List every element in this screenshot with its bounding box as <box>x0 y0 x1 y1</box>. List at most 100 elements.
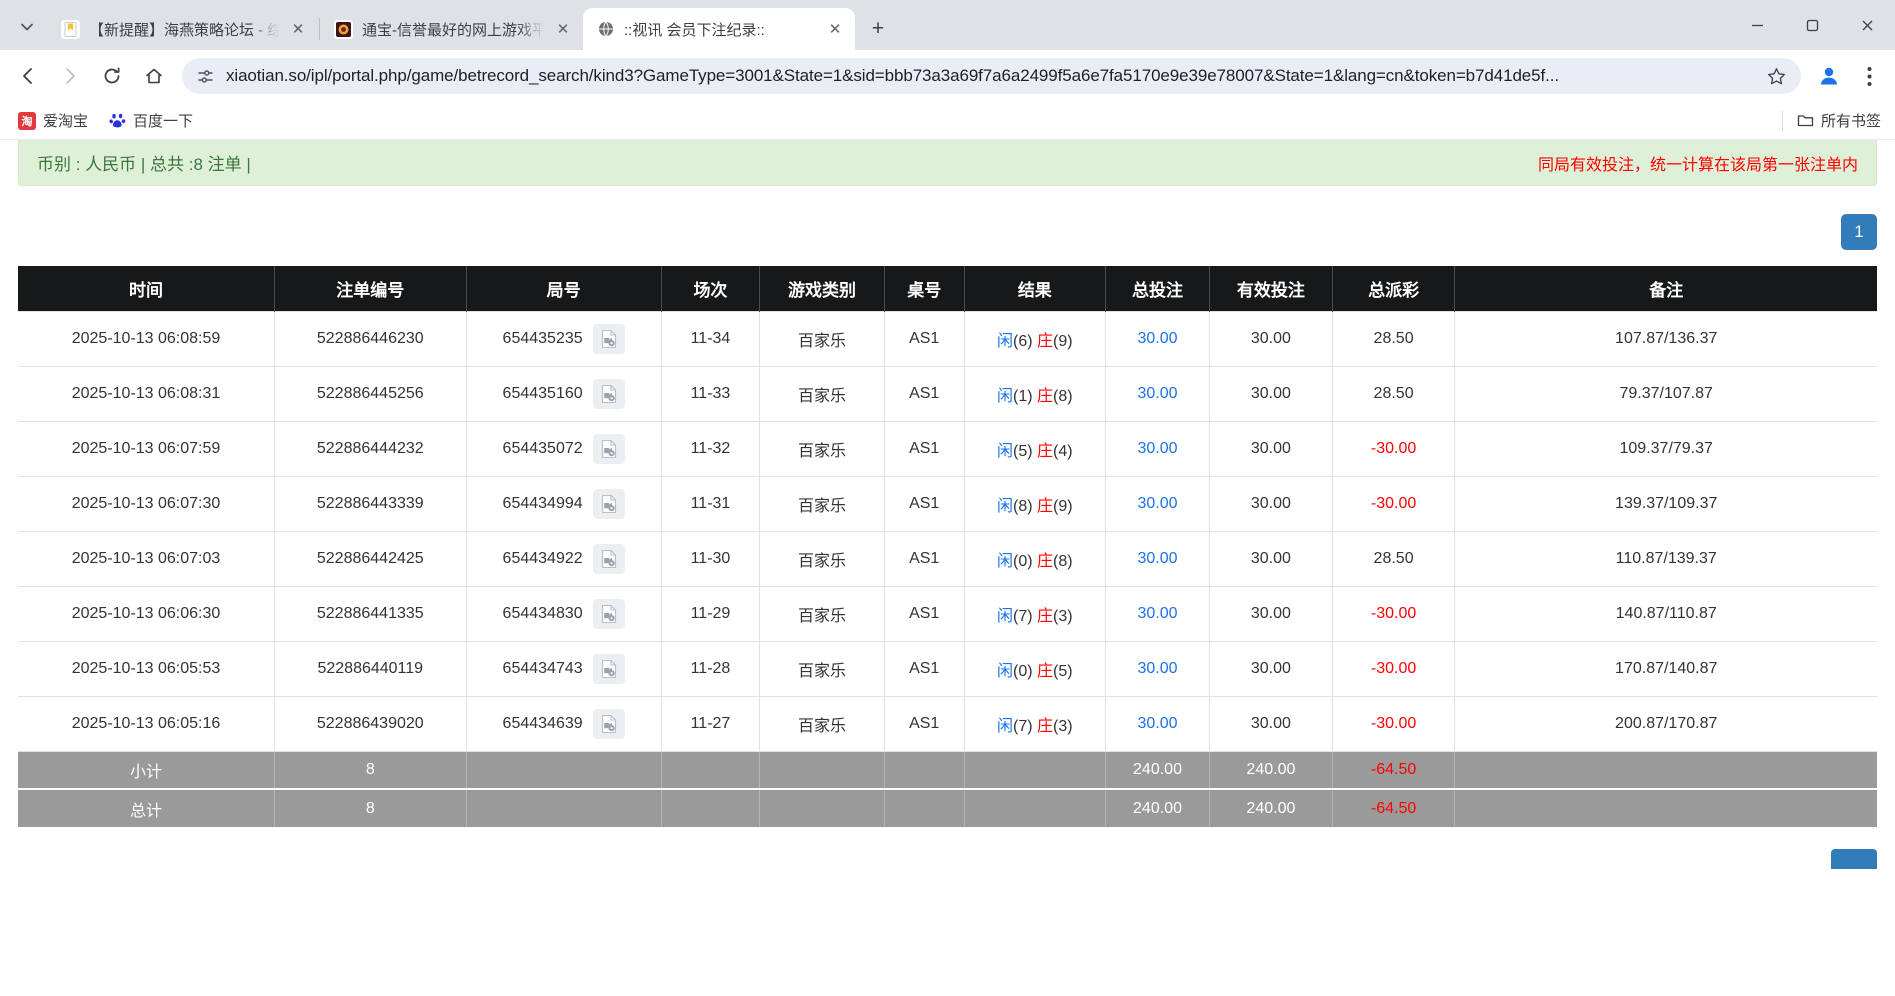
cell-bet-no: 522886446230 <box>274 310 467 367</box>
cell-result: 闲(8) 庄(9) <box>964 476 1106 532</box>
cell-game-type: 百家乐 <box>759 476 885 532</box>
address-bar[interactable]: xiaotian.so/ipl/portal.php/game/betrecor… <box>182 58 1801 94</box>
summary-blank <box>884 789 965 827</box>
currency-notice-text: 币别 : 人民币 | 总共 :8 注单 | <box>37 155 251 174</box>
table-body: 2025-10-13 06:08:59 522886446230 654435235… <box>18 310 1877 752</box>
bookmark-star-icon[interactable] <box>1765 67 1787 86</box>
new-tab-button[interactable]: + <box>871 17 885 40</box>
summary-row: 总计 8 240.00 240.00 -64.50 <box>18 789 1877 827</box>
maximize-button[interactable] <box>1785 0 1840 50</box>
summary-valid-bet: 240.00 <box>1209 789 1333 827</box>
cell-payout: -30.00 <box>1332 696 1456 752</box>
folder-icon <box>1797 115 1814 127</box>
chrome-menu-icon[interactable] <box>1851 56 1887 96</box>
cell-total-bet: 30.00 <box>1105 531 1211 587</box>
cell-remark: 140.87/110.87 <box>1454 586 1877 642</box>
cell-session: 11-28 <box>661 641 761 697</box>
browser-tab-1-close-icon[interactable]: ✕ <box>291 21 305 38</box>
cell-valid-bet: 30.00 <box>1209 476 1333 532</box>
cell-total-bet: 30.00 <box>1105 310 1211 367</box>
browser-toolbar: xiaotian.so/ipl/portal.php/game/betrecor… <box>0 50 1895 102</box>
bookmark-item-baidu[interactable]: 百度一下 <box>100 105 201 136</box>
browser-tab-2-close-icon[interactable]: ✕ <box>556 21 570 38</box>
bookmark-item-taobao-label: 爱淘宝 <box>43 113 89 130</box>
video-replay-icon[interactable] <box>592 378 625 409</box>
cell-time: 2025-10-13 06:06:30 <box>18 586 276 642</box>
close-window-button[interactable] <box>1840 0 1895 50</box>
cell-total-bet: 30.00 <box>1105 421 1211 477</box>
cell-result: 闲(1) 庄(8) <box>964 366 1106 422</box>
bottom-action-area <box>18 827 1877 869</box>
browser-tab-2-title: 通宝-信誉最好的网上游戏平台 <box>362 21 544 39</box>
cell-round-no: 654435160 <box>466 366 662 422</box>
video-replay-icon[interactable] <box>592 543 625 574</box>
summary-blank <box>466 751 662 790</box>
cell-payout: 28.50 <box>1332 366 1456 422</box>
cell-valid-bet: 30.00 <box>1209 366 1333 422</box>
bet-records-table: 时间 注单编号 局号 场次 游戏类别 桌号 结果 总投注 有效投注 总派彩 备注… <box>18 266 1877 827</box>
forward-icon[interactable] <box>50 56 90 96</box>
cell-total-bet: 30.00 <box>1105 366 1211 422</box>
video-replay-icon[interactable] <box>592 323 625 354</box>
cell-round-no: 654434922 <box>466 531 662 587</box>
video-replay-icon[interactable] <box>592 488 625 519</box>
summary-blank <box>661 789 761 827</box>
browser-tab-2[interactable]: 通宝-信誉最好的网上游戏平台 ✕ <box>321 8 583 50</box>
cell-session: 11-33 <box>661 366 761 422</box>
cell-remark: 200.87/170.87 <box>1454 696 1877 752</box>
all-bookmarks-button[interactable]: 所有书签 <box>1791 105 1887 136</box>
cell-round-no: 654434639 <box>466 696 662 752</box>
reload-icon[interactable] <box>92 56 132 96</box>
cell-payout: 28.50 <box>1332 310 1456 367</box>
summary-row: 小计 8 240.00 240.00 -64.50 <box>18 751 1877 790</box>
cell-remark: 139.37/109.37 <box>1454 476 1877 532</box>
table-row: 2025-10-13 06:07:30 522886443339 654434994… <box>18 476 1877 532</box>
currency-notice-banner: 币别 : 人民币 | 总共 :8 注单 | 同局有效投注，统一计算在该局第一张注… <box>18 140 1877 186</box>
cell-table-no: AS1 <box>884 641 965 697</box>
cell-round-no: 654434830 <box>466 586 662 642</box>
video-replay-icon[interactable] <box>592 708 625 739</box>
video-replay-icon[interactable] <box>592 598 625 629</box>
cell-time: 2025-10-13 06:05:16 <box>18 696 276 752</box>
tab-divider <box>319 18 320 40</box>
browser-tab-3-close-icon[interactable]: ✕ <box>828 21 842 38</box>
summary-blank <box>964 789 1106 827</box>
tab-strip: 【新提醒】海燕策略论坛 - 综合 ✕ 通宝-信誉最好的网上游戏平台 ✕ <box>0 0 1895 50</box>
cell-valid-bet: 30.00 <box>1209 641 1333 697</box>
cell-round-no: 654434994 <box>466 476 662 532</box>
cell-bet-no: 522886444232 <box>274 421 467 477</box>
cell-payout: -30.00 <box>1332 421 1456 477</box>
summary-blank <box>884 751 965 790</box>
cell-total-bet: 30.00 <box>1105 586 1211 642</box>
bottom-pagination-button[interactable] <box>1831 849 1877 869</box>
cell-round-no: 654435072 <box>466 421 662 477</box>
browser-tab-1[interactable]: 【新提醒】海燕策略论坛 - 综合 ✕ <box>48 8 318 50</box>
profile-avatar[interactable] <box>1809 56 1849 96</box>
site-settings-icon[interactable] <box>196 68 214 85</box>
summary-payout: -64.50 <box>1332 751 1456 790</box>
table-row: 2025-10-13 06:06:30 522886441335 654434830… <box>18 586 1877 642</box>
cell-table-no: AS1 <box>884 310 965 367</box>
pagination-page-1[interactable]: 1 <box>1841 214 1877 250</box>
summary-blank <box>466 789 662 827</box>
cell-round-no: 654435235 <box>466 310 662 367</box>
video-replay-icon[interactable] <box>592 653 625 684</box>
browser-tab-3[interactable]: ::视讯 会员下注纪录:: ✕ <box>583 8 855 50</box>
back-icon[interactable] <box>8 56 48 96</box>
cell-payout: -30.00 <box>1332 476 1456 532</box>
cell-table-no: AS1 <box>884 476 965 532</box>
cell-remark: 107.87/136.37 <box>1454 310 1877 367</box>
minimize-button[interactable] <box>1730 0 1785 50</box>
column-header-remark: 备注 <box>1454 266 1877 311</box>
home-icon[interactable] <box>134 56 174 96</box>
column-header-total-bet: 总投注 <box>1105 266 1211 311</box>
pagination: 1 <box>18 186 1877 266</box>
column-header-bet-no: 注单编号 <box>274 266 467 311</box>
summary-count: 8 <box>274 751 467 790</box>
summary-total-bet: 240.00 <box>1105 751 1211 790</box>
tab-search-button[interactable] <box>10 10 44 44</box>
bookmarks-bar-right: 所有书签 <box>1781 105 1887 136</box>
bookmark-item-taobao[interactable]: 淘 爱淘宝 <box>10 105 96 136</box>
video-replay-icon[interactable] <box>592 433 625 464</box>
